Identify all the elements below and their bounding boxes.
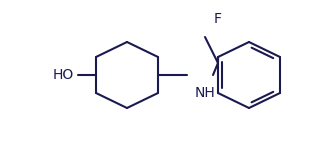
Text: NH: NH [195,86,216,100]
Text: F: F [214,12,222,26]
Text: HO: HO [53,68,74,82]
